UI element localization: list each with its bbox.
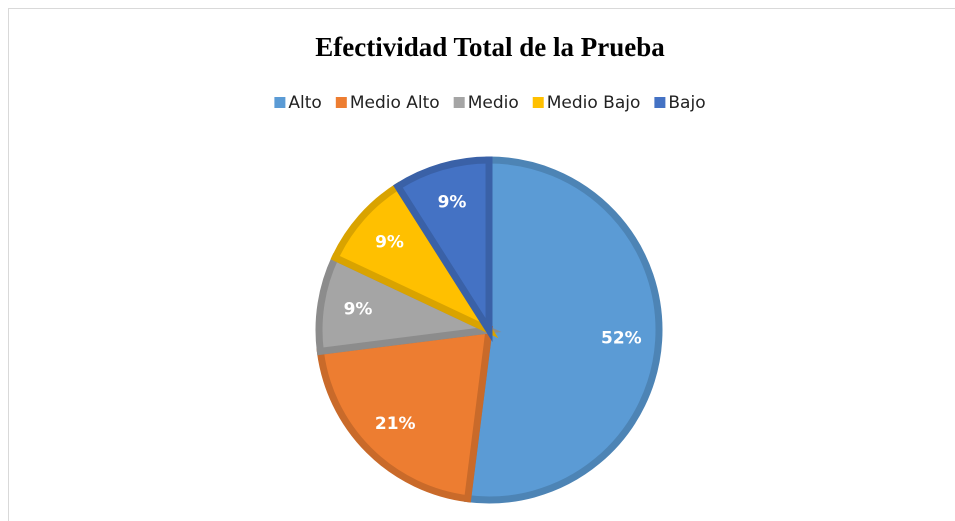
legend-label: Bajo	[668, 93, 705, 113]
data-label: 52%	[601, 328, 642, 348]
pie-slice	[316, 325, 494, 503]
legend-swatch	[654, 97, 666, 108]
legend-label: Medio Alto	[350, 93, 440, 113]
legend-label: Medio	[468, 93, 519, 113]
pie-slice	[393, 156, 493, 343]
pie-slice	[463, 156, 663, 504]
legend: Alto Medio Alto Medio Medio Bajo Bajo	[274, 93, 706, 113]
legend-swatch	[335, 97, 347, 108]
legend-swatch	[532, 97, 544, 108]
data-label: 9%	[344, 299, 373, 319]
data-label: 9%	[438, 193, 467, 213]
legend-label: Alto	[288, 93, 321, 113]
data-label: 9%	[375, 232, 404, 252]
data-label: 21%	[375, 414, 416, 434]
pie: 52% 21% 9% 9% 9%	[315, 156, 663, 504]
legend-swatch	[274, 97, 286, 108]
legend-label: Medio Bajo	[547, 93, 641, 113]
legend-swatch	[453, 97, 465, 108]
chart-frame	[8, 8, 955, 521]
chart-title: Efectividad Total de la Prueba	[315, 32, 665, 62]
